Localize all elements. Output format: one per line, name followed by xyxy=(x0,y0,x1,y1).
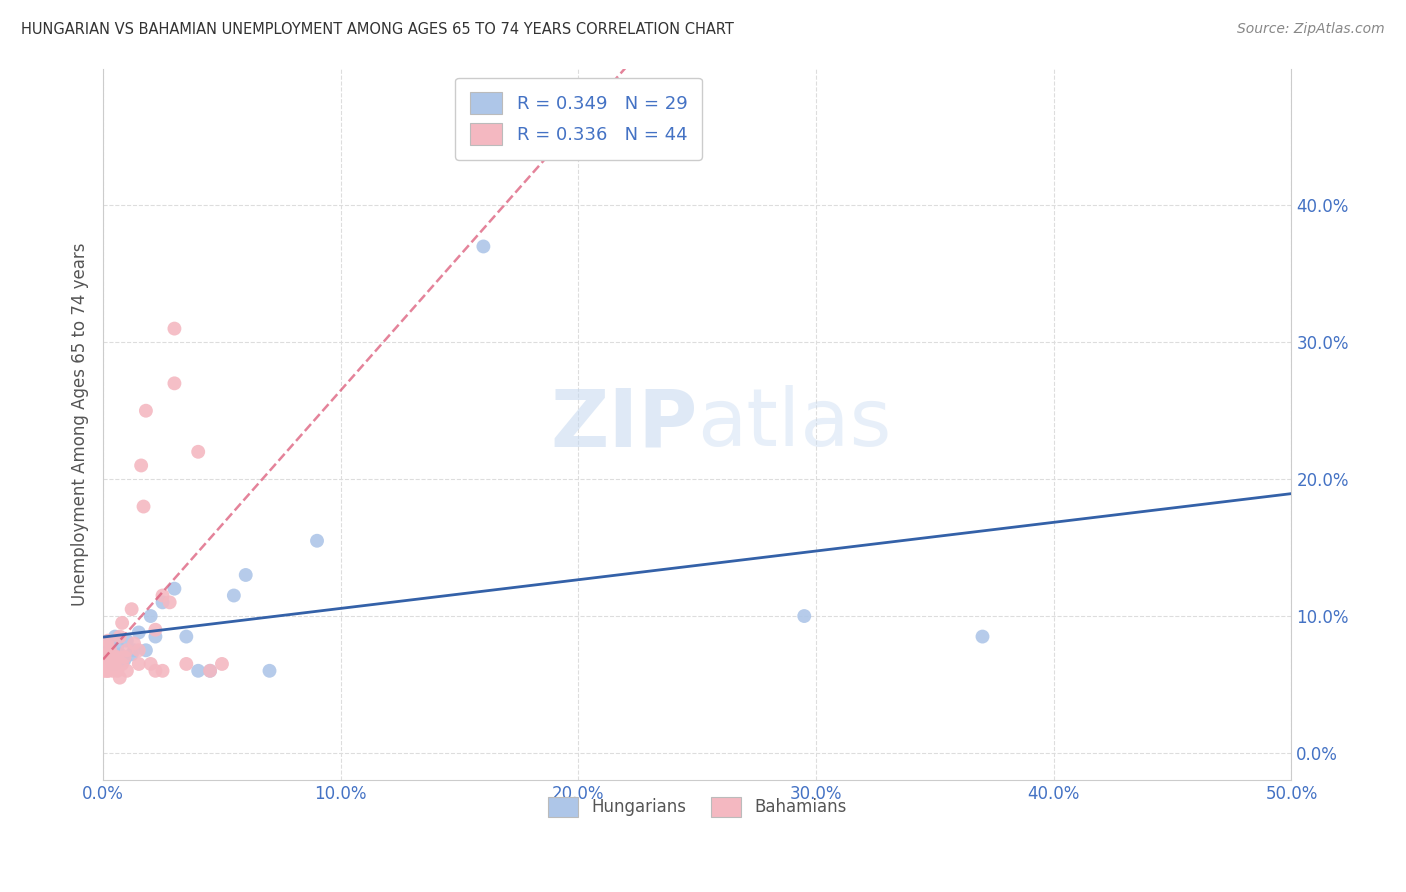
Point xyxy=(135,643,157,657)
Text: HUNGARIAN VS BAHAMIAN UNEMPLOYMENT AMONG AGES 65 TO 74 YEARS CORRELATION CHART: HUNGARIAN VS BAHAMIAN UNEMPLOYMENT AMONG… xyxy=(21,22,734,37)
Point xyxy=(115,643,138,657)
Point xyxy=(114,653,136,667)
Legend: Hungarians, Bahamians: Hungarians, Bahamians xyxy=(540,789,855,825)
Point xyxy=(108,648,131,662)
Point xyxy=(98,650,121,665)
Point xyxy=(198,664,221,678)
Point xyxy=(187,444,209,458)
Point xyxy=(91,657,114,671)
Point xyxy=(211,657,233,671)
Point xyxy=(128,657,150,671)
Point xyxy=(176,630,198,644)
Point xyxy=(187,664,209,678)
Point xyxy=(122,643,145,657)
Point xyxy=(145,630,167,644)
Point xyxy=(305,533,328,548)
Point xyxy=(97,636,120,650)
Point xyxy=(101,657,124,671)
Point xyxy=(121,602,143,616)
Point xyxy=(198,664,221,678)
Point xyxy=(176,657,198,671)
Point xyxy=(152,664,174,678)
Point xyxy=(105,639,128,653)
Point xyxy=(105,664,128,678)
Point xyxy=(104,657,127,671)
Point xyxy=(115,633,138,648)
Point xyxy=(97,633,120,648)
Point xyxy=(472,239,495,253)
Point xyxy=(111,657,134,671)
Point xyxy=(259,664,281,678)
Point xyxy=(235,568,257,582)
Point xyxy=(121,648,143,662)
Point xyxy=(104,657,127,671)
Point xyxy=(163,582,186,596)
Text: atlas: atlas xyxy=(697,385,891,464)
Point xyxy=(152,589,174,603)
Point xyxy=(139,657,162,671)
Point xyxy=(122,636,145,650)
Point xyxy=(163,321,186,335)
Point xyxy=(111,650,134,665)
Point xyxy=(115,664,138,678)
Point xyxy=(114,650,136,665)
Point xyxy=(132,500,155,514)
Point xyxy=(97,664,120,678)
Point xyxy=(101,664,124,678)
Point xyxy=(108,671,131,685)
Point xyxy=(139,609,162,624)
Y-axis label: Unemployment Among Ages 65 to 74 years: Unemployment Among Ages 65 to 74 years xyxy=(72,243,89,607)
Point xyxy=(97,639,120,653)
Point xyxy=(111,615,134,630)
Point xyxy=(222,589,245,603)
Point xyxy=(105,650,128,665)
Point xyxy=(104,650,127,665)
Point xyxy=(128,625,150,640)
Point xyxy=(98,650,121,665)
Point xyxy=(97,664,120,678)
Point xyxy=(145,623,167,637)
Point xyxy=(108,630,131,644)
Point xyxy=(145,664,167,678)
Point xyxy=(94,657,117,671)
Point xyxy=(94,664,117,678)
Point xyxy=(129,458,152,473)
Point xyxy=(135,403,157,417)
Text: ZIP: ZIP xyxy=(550,385,697,464)
Point xyxy=(101,657,124,671)
Point xyxy=(793,609,815,624)
Point xyxy=(152,595,174,609)
Point xyxy=(94,650,117,665)
Point xyxy=(98,643,121,657)
Text: Source: ZipAtlas.com: Source: ZipAtlas.com xyxy=(1237,22,1385,37)
Point xyxy=(94,643,117,657)
Point xyxy=(163,376,186,391)
Point xyxy=(104,630,127,644)
Point xyxy=(128,643,150,657)
Point xyxy=(91,664,114,678)
Point xyxy=(159,595,181,609)
Point xyxy=(972,630,994,644)
Point xyxy=(98,657,121,671)
